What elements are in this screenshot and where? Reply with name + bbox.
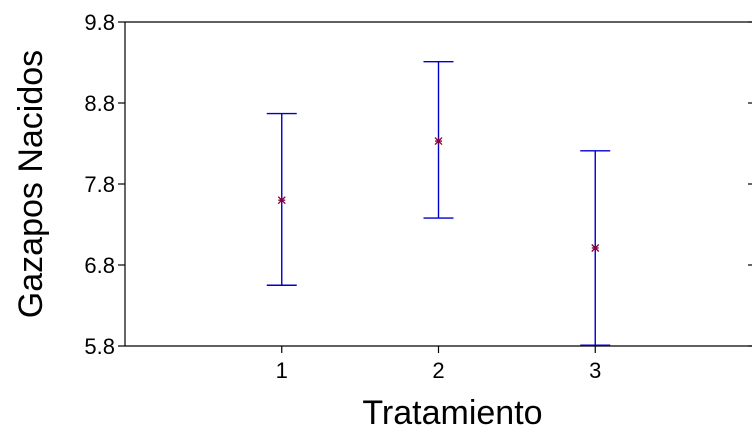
y-tick-label: 7.8 bbox=[84, 172, 115, 197]
error-bar bbox=[423, 60, 454, 219]
x-tick-label: 2 bbox=[432, 358, 444, 383]
x-axis-title: Tratamiento bbox=[362, 394, 542, 430]
mean-marker-stroke bbox=[277, 196, 286, 205]
mean-marker-stroke bbox=[591, 244, 600, 252]
error-bar bbox=[266, 112, 297, 286]
mean-marker bbox=[277, 196, 286, 205]
y-axis-title: Gazapos Nacidos bbox=[12, 50, 50, 318]
y-tick-label: 5.8 bbox=[84, 334, 115, 359]
y-tick-label: 9.8 bbox=[84, 10, 115, 35]
mean-marker bbox=[434, 137, 443, 146]
x-tick-label: 3 bbox=[589, 358, 601, 383]
y-tick-label: 8.8 bbox=[84, 91, 115, 116]
mean-marker bbox=[591, 244, 600, 252]
mean-marker-stroke bbox=[434, 137, 443, 146]
x-tick-label: 1 bbox=[276, 358, 288, 383]
y-tick-label: 6.8 bbox=[84, 253, 115, 278]
error-bar bbox=[580, 150, 611, 346]
